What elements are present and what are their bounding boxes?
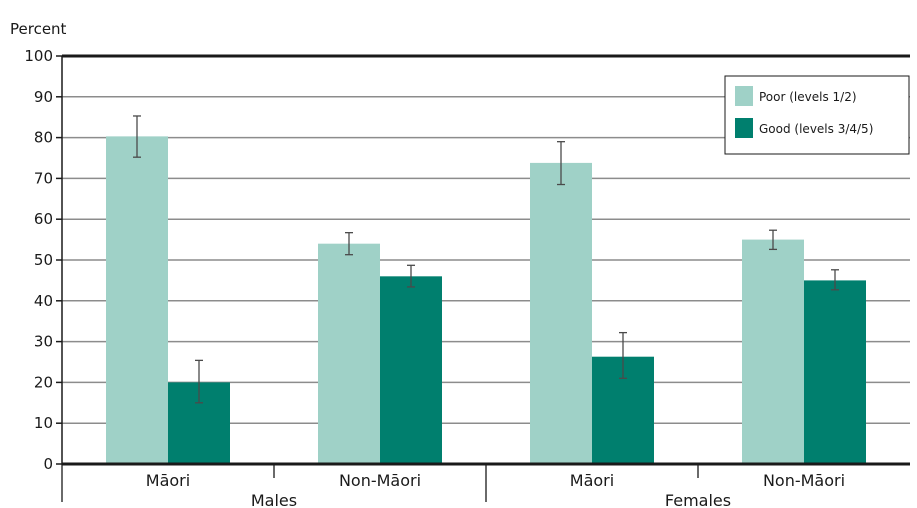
bar	[380, 276, 442, 464]
y-tick-label: 10	[34, 414, 53, 432]
bar	[106, 136, 168, 464]
x-axis: Māori Non-Māori Māori Non-Māori Males Females	[61, 462, 910, 508]
y-tick-label: 50	[34, 251, 53, 269]
y-tick-label: 0	[43, 455, 53, 473]
bars	[106, 136, 866, 464]
bar	[742, 239, 804, 464]
legend-swatch	[735, 118, 753, 138]
y-axis-label: Percent	[10, 20, 67, 38]
legend-label: Poor (levels 1/2)	[759, 90, 857, 104]
legend: Poor (levels 1/2) Good (levels 3/4/5)	[724, 75, 910, 155]
y-axis-ticks: 0 10 20 30 40 50 60 70 80 90 100	[24, 47, 63, 473]
group-label: Females	[665, 491, 731, 508]
y-tick-label: 70	[34, 169, 53, 187]
y-tick-label: 30	[34, 333, 53, 351]
y-tick-label: 100	[24, 47, 53, 65]
category-label: Māori	[570, 471, 614, 490]
y-tick-label: 80	[34, 129, 53, 147]
y-tick-label: 40	[34, 292, 53, 310]
bar	[804, 280, 866, 464]
y-tick-label: 60	[34, 210, 53, 228]
y-tick-label: 20	[34, 373, 53, 391]
bar	[318, 243, 380, 464]
error-bars	[133, 115, 839, 404]
category-label: Non-Māori	[763, 471, 845, 490]
group-label: Males	[251, 491, 297, 508]
category-label: Non-Māori	[339, 471, 421, 490]
legend-label: Good (levels 3/4/5)	[759, 122, 873, 136]
legend-box	[724, 75, 910, 155]
legend-swatch	[735, 86, 753, 106]
category-label: Māori	[146, 471, 190, 490]
y-tick-label: 90	[34, 88, 53, 106]
bar	[530, 162, 592, 464]
